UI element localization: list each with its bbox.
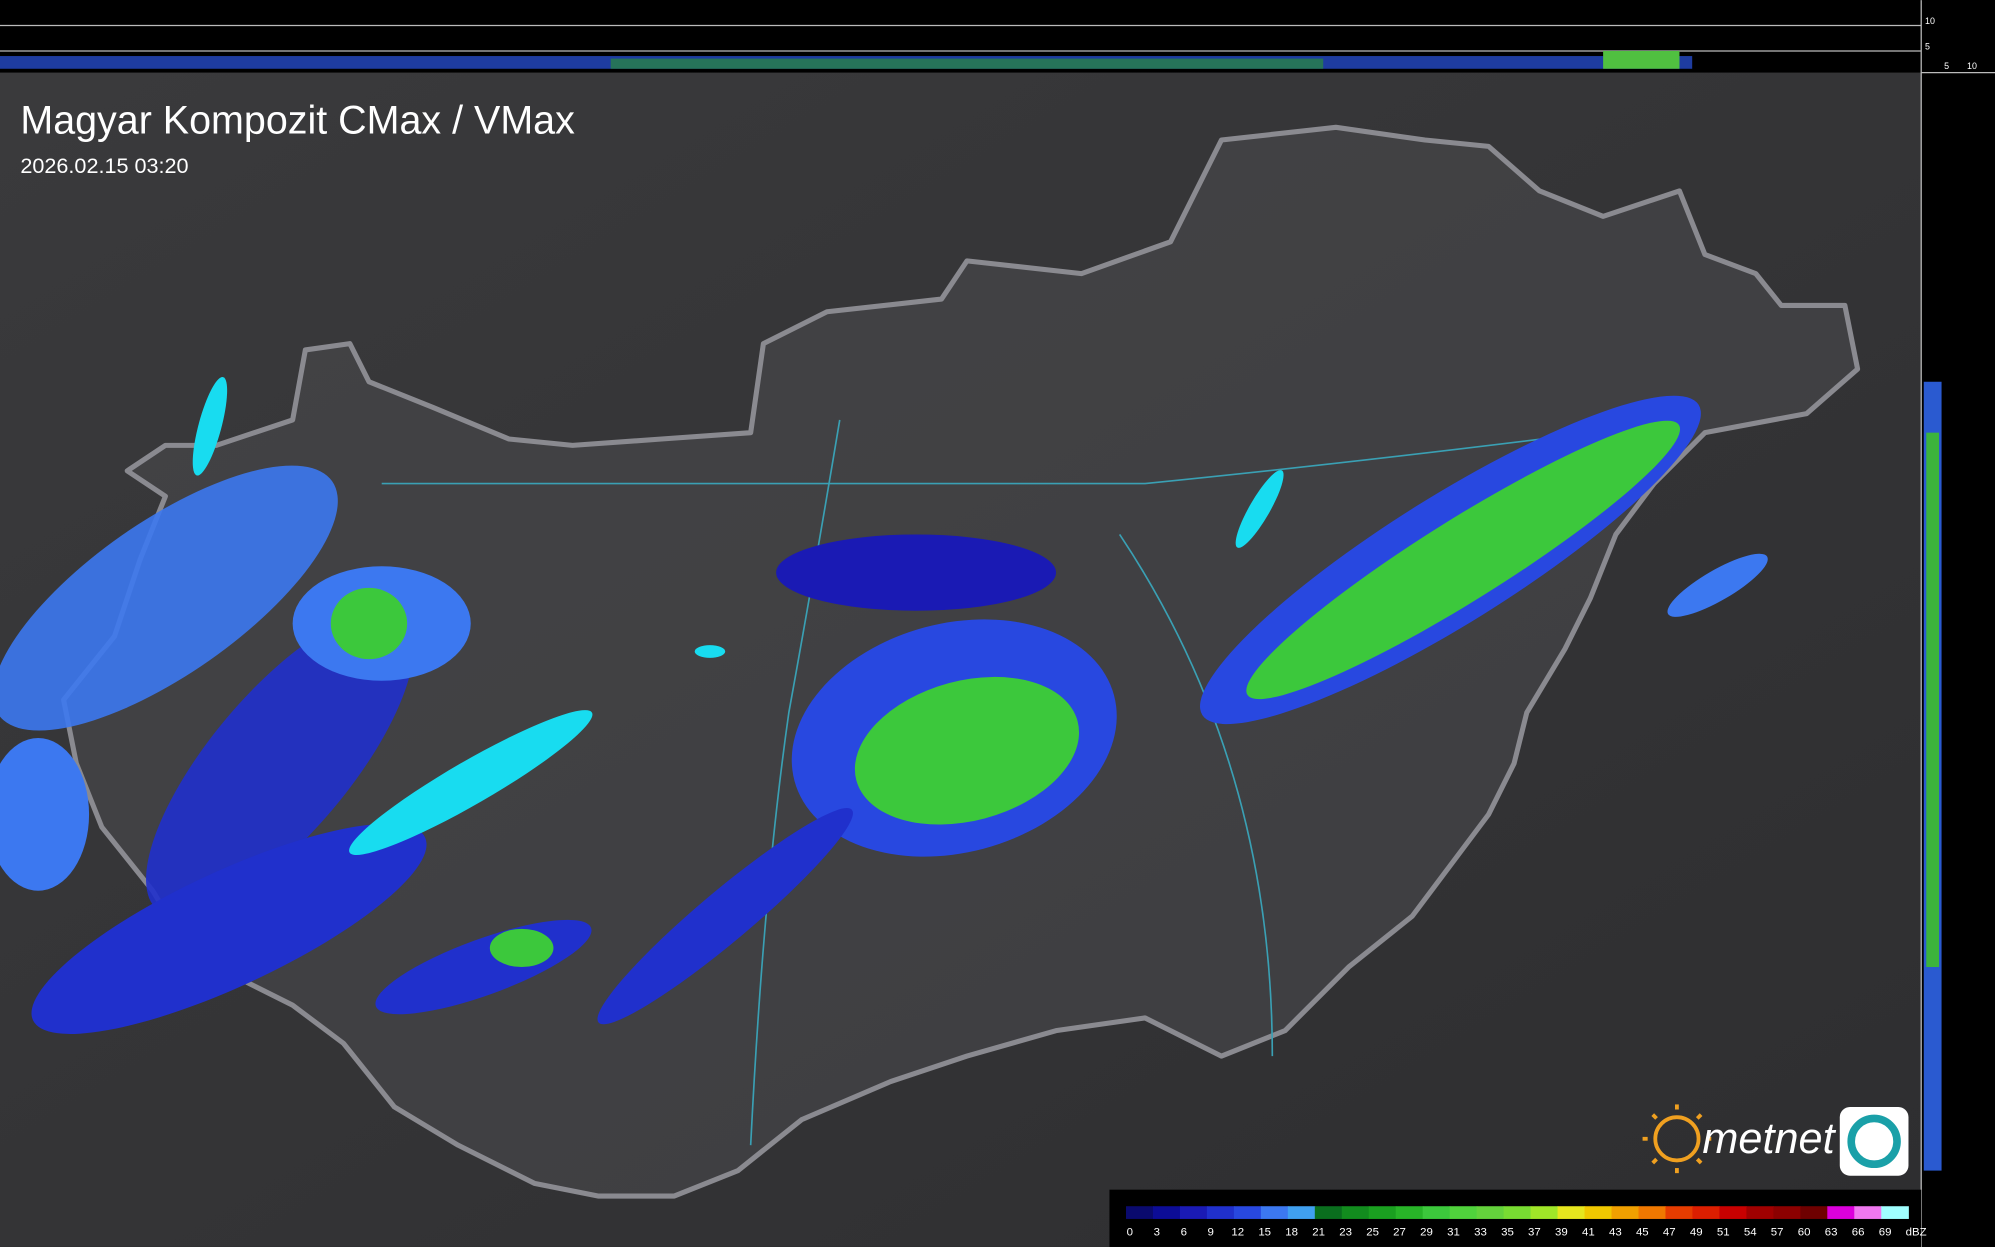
legend-label: 49 [1690, 1226, 1703, 1238]
legend-label: 33 [1474, 1226, 1487, 1238]
legend-label: 6 [1181, 1226, 1187, 1238]
legend-label: 45 [1636, 1226, 1649, 1238]
legend-swatch [1503, 1206, 1532, 1219]
legend-swatch [1287, 1206, 1316, 1219]
legend-label: 12 [1231, 1226, 1244, 1238]
map-title: Magyar Kompozit CMax / VMax [20, 99, 575, 143]
legend-swatch [1557, 1206, 1586, 1219]
legend-swatch [1584, 1206, 1613, 1219]
legend-label: 9 [1208, 1226, 1214, 1238]
legend-label: 57 [1771, 1226, 1784, 1238]
legend-label: 69 [1879, 1226, 1892, 1238]
legend-swatch [1719, 1206, 1748, 1219]
profile-tick-label: 10 [1967, 61, 1977, 71]
profile-tick-label: 5 [1944, 61, 1949, 71]
legend-unit: dBZ [1906, 1226, 1927, 1238]
legend-swatch [1449, 1206, 1478, 1219]
logo [1642, 1104, 1909, 1176]
legend-swatch [1773, 1206, 1801, 1219]
profile-tick-label: 5 [1925, 42, 1930, 52]
legend-swatch [1530, 1206, 1559, 1219]
legend-swatch [1665, 1206, 1694, 1219]
legend-label: 43 [1609, 1226, 1622, 1238]
legend-label: 54 [1744, 1226, 1757, 1238]
legend-swatch [1800, 1206, 1828, 1219]
legend-label: 60 [1798, 1226, 1811, 1238]
legend-label: 23 [1339, 1226, 1352, 1238]
legend-swatch [1314, 1206, 1343, 1219]
profile-ticks: 10 5 5 10 [1925, 16, 1977, 71]
profile-echo [610, 58, 1324, 69]
legend-swatch [1881, 1206, 1909, 1219]
legend-swatch [1179, 1206, 1208, 1219]
legend-label: 37 [1528, 1226, 1541, 1238]
legend-swatch [1233, 1206, 1262, 1219]
legend-label: 39 [1555, 1226, 1568, 1238]
legend-swatch [1206, 1206, 1235, 1219]
legend-label: 29 [1420, 1226, 1433, 1238]
profile-tick-label: 10 [1925, 16, 1935, 26]
legend-swatch [1341, 1206, 1370, 1219]
legend-swatch [1638, 1206, 1667, 1219]
legend-label: 25 [1366, 1226, 1379, 1238]
legend-label: 51 [1717, 1226, 1730, 1238]
legend-label: 27 [1393, 1226, 1406, 1238]
legend-label: 63 [1825, 1226, 1838, 1238]
legend-swatch [1692, 1206, 1721, 1219]
legend-label: 41 [1582, 1226, 1595, 1238]
legend-swatch [1827, 1206, 1855, 1219]
logo-text: metnet [1702, 1115, 1836, 1163]
rivers [381, 419, 1693, 1146]
legend-label: 21 [1312, 1226, 1325, 1238]
legend-label: 3 [1154, 1226, 1160, 1238]
legend-label: 18 [1285, 1226, 1298, 1238]
profile-echo [1603, 50, 1680, 69]
timestamp: 2026.02.15 03:20 [20, 153, 188, 178]
legend-swatch [1746, 1206, 1774, 1219]
legend-label: 15 [1258, 1226, 1271, 1238]
lakes [192, 377, 1284, 855]
legend-label: 31 [1447, 1226, 1460, 1238]
legend-swatch [1476, 1206, 1505, 1219]
legend: 0 3 6 9 12 15 18 21 23 25 27 29 31 33 35 37 39 41 43 45 47 49… [1126, 1206, 1927, 1238]
legend-label: 35 [1501, 1226, 1514, 1238]
legend-label: 66 [1852, 1226, 1865, 1238]
legend-swatch [1395, 1206, 1424, 1219]
legend-swatch [1152, 1206, 1181, 1219]
legend-swatch [1854, 1206, 1882, 1219]
legend-swatch [1368, 1206, 1397, 1219]
legend-label: 0 [1127, 1226, 1133, 1238]
legend-swatch [1611, 1206, 1640, 1219]
legend-swatch [1422, 1206, 1451, 1219]
precipitation [0, 395, 1768, 1034]
legend-swatch [1260, 1206, 1289, 1219]
profile-echo [1926, 432, 1940, 968]
legend-swatch [1126, 1206, 1154, 1219]
legend-label: 47 [1663, 1226, 1676, 1238]
